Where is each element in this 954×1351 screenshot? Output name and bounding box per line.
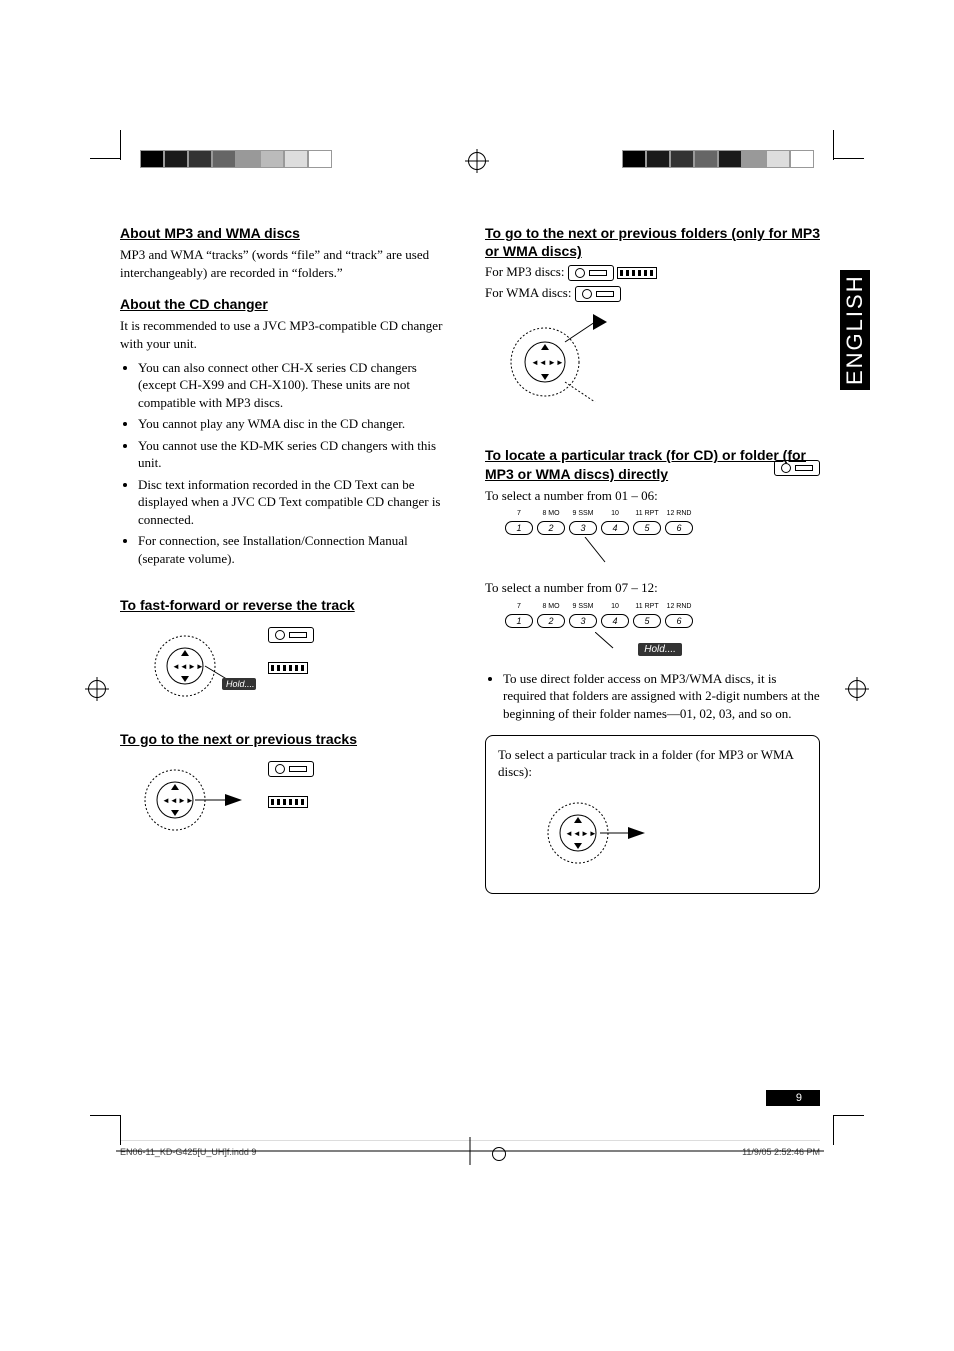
disc-icon: [575, 286, 621, 302]
heading-locate-track: To locate a particular track (for CD) or…: [485, 446, 820, 482]
preset-button: 6: [665, 614, 693, 628]
disc-icon: [268, 627, 314, 643]
disc-icon: [568, 265, 614, 281]
disc-icon: [268, 761, 314, 777]
svg-text:►►: ►►: [548, 358, 564, 367]
button-labels: 78 MO 9 SSM10 11 RPT12 RND: [505, 510, 820, 517]
pointer-line: [595, 632, 635, 652]
media-icon: [268, 796, 308, 808]
footer-file: EN06-11_KD-G425[U_UH]f.indd 9: [120, 1147, 256, 1161]
registration-mark: [468, 152, 486, 170]
number-buttons-row: 1 2 3 4 5 6: [505, 521, 820, 535]
heading-about-cd-changer: About the CD changer: [120, 295, 455, 313]
svg-text:◄◄: ◄◄: [565, 829, 581, 838]
svg-text:►►: ►►: [581, 829, 597, 838]
footer: EN06-11_KD-G425[U_UH]f.indd 9 11/9/05 2:…: [120, 1140, 820, 1161]
registration-mark: [88, 680, 106, 698]
preset-button: 5: [633, 614, 661, 628]
control-dial-illustration: ◄◄ ►►: [130, 760, 260, 840]
note-box: To select a particular track in a folder…: [485, 735, 820, 894]
svg-text:◄◄: ◄◄: [531, 358, 547, 367]
list-item: You cannot use the KD-MK series CD chang…: [138, 437, 455, 472]
list-item: To use direct folder access on MP3/WMA d…: [503, 670, 820, 723]
heading-fast-forward: To fast-forward or reverse the track: [120, 596, 455, 614]
svg-text:►►: ►►: [178, 796, 194, 805]
number-buttons-row: 1 2 3 4 5 6: [505, 614, 820, 628]
wma-discs-label: For WMA discs:: [485, 285, 571, 300]
preset-button: 4: [601, 521, 629, 535]
list-item: You can also connect other CH-X series C…: [138, 359, 455, 412]
svg-text:◄◄: ◄◄: [162, 796, 178, 805]
preset-button: 1: [505, 614, 533, 628]
note-text: To select a particular track in a folder…: [498, 746, 807, 781]
heading-about-mp3-wma: About MP3 and WMA discs: [120, 224, 455, 242]
page-number-strip: 9: [120, 1090, 820, 1106]
preset-button: 5: [633, 521, 661, 535]
preset-button: 3: [569, 521, 597, 535]
preset-button: 2: [537, 521, 565, 535]
bullet-list: To use direct folder access on MP3/WMA d…: [503, 670, 820, 723]
language-tab: ENGLISH: [840, 270, 870, 390]
preset-button: 3: [569, 614, 597, 628]
pointer-line: [485, 537, 685, 567]
preset-button: 1: [505, 521, 533, 535]
page-number: 9: [766, 1090, 820, 1106]
colorbar-left: [140, 150, 332, 168]
list-item: Disc text information recorded in the CD…: [138, 476, 455, 529]
button-labels: 78 MO 9 SSM10 11 RPT12 RND: [505, 603, 820, 610]
range-label: To select a number from 07 – 12:: [485, 579, 820, 597]
list-item: For connection, see Installation/Connect…: [138, 532, 455, 567]
control-dial-illustration: ◄◄ ►►: [485, 302, 635, 412]
left-column: About MP3 and WMA discs MP3 and WMA “tra…: [120, 210, 455, 894]
media-icon: [617, 267, 657, 279]
svg-text:►►: ►►: [188, 662, 204, 671]
page-content: ENGLISH About MP3 and WMA discs MP3 and …: [120, 210, 820, 894]
preset-button: 4: [601, 614, 629, 628]
colorbar-right: [622, 150, 814, 168]
registration-mark: [492, 1147, 506, 1161]
hold-tag: Hold....: [638, 643, 682, 656]
range-label: To select a number from 01 – 06:: [485, 487, 820, 505]
preset-button: 6: [665, 521, 693, 535]
heading-next-prev-tracks: To go to the next or previous tracks: [120, 730, 455, 748]
media-icon: [268, 662, 308, 674]
paragraph: MP3 and WMA “tracks” (words “file” and “…: [120, 246, 455, 281]
preset-button: 2: [537, 614, 565, 628]
list-item: You cannot play any WMA disc in the CD c…: [138, 415, 455, 433]
control-dial-illustration: ◄◄ ►► Hold....: [130, 626, 260, 706]
heading-next-prev-folders: To go to the next or previous folders (o…: [485, 224, 820, 260]
svg-text:◄◄: ◄◄: [172, 662, 188, 671]
paragraph: It is recommended to use a JVC MP3-compa…: [120, 317, 455, 352]
registration-mark: [848, 680, 866, 698]
right-column: To go to the next or previous folders (o…: [485, 210, 820, 894]
footer-timestamp: 11/9/05 2:52:46 PM: [742, 1147, 820, 1161]
control-dial-illustration: ◄◄ ►►: [498, 793, 698, 873]
svg-text:Hold....: Hold....: [226, 679, 255, 689]
bullet-list: You can also connect other CH-X series C…: [138, 359, 455, 568]
mp3-discs-label: For MP3 discs:: [485, 264, 564, 279]
